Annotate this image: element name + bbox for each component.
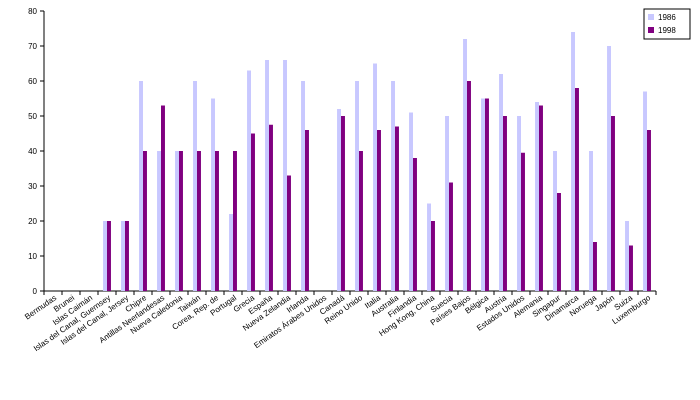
bar-1986-9 [211,98,215,291]
bar-1986-30 [589,151,593,291]
bar-1998-17 [359,151,363,291]
y-tick-label: 80 [28,7,37,16]
bars [103,32,651,291]
y-tick-label: 20 [28,217,37,226]
bar-1986-12 [265,60,269,291]
bar-1986-13 [283,60,287,291]
bar-1986-33 [643,91,647,291]
bar-1998-28 [557,193,561,291]
bar-1986-22 [445,116,449,291]
bar-1998-30 [593,242,597,291]
bar-1998-14 [305,130,309,291]
bar-1998-10 [233,151,237,291]
x-tick-label: Japón [593,293,616,313]
bar-1998-5 [143,151,147,291]
legend-swatch-1998 [648,27,654,33]
bar-1986-21 [427,203,431,291]
bar-1986-14 [301,81,305,291]
bar-1986-6 [157,151,161,291]
bar-1986-5 [139,81,143,291]
bar-1986-11 [247,70,251,291]
bar-1998-31 [611,116,615,291]
bar-1986-4 [121,221,125,291]
bar-1986-18 [373,63,377,291]
bar-1998-3 [107,221,111,291]
bar-1986-26 [517,116,521,291]
bar-1998-27 [539,105,543,291]
bar-1998-16 [341,116,345,291]
bar-1986-3 [103,221,107,291]
legend-label-1998: 1998 [658,26,676,35]
bar-1998-18 [377,130,381,291]
bar-1986-32 [625,221,629,291]
bar-1998-29 [575,88,579,291]
bar-1998-12 [269,124,273,291]
bar-1986-19 [391,81,395,291]
bar-1986-20 [409,112,413,291]
y-tick-label: 10 [28,252,37,261]
bar-1998-4 [125,221,129,291]
bar-1998-7 [179,151,183,291]
bar-1998-19 [395,126,399,291]
bar-1986-23 [463,39,467,291]
bar-1998-22 [449,182,453,291]
legend-swatch-1986 [648,14,654,20]
bar-1998-33 [647,130,651,291]
bar-1986-10 [229,214,233,291]
bar-1998-8 [197,151,201,291]
y-tick-label: 60 [28,77,37,86]
bar-1998-11 [251,133,255,291]
y-tick-label: 70 [28,42,37,51]
bar-1998-21 [431,221,435,291]
legend: 1986 1998 [643,8,691,40]
bar-1998-32 [629,245,633,291]
bar-1986-7 [175,151,179,291]
bar-1986-8 [193,81,197,291]
y-tick-label: 0 [33,287,38,296]
bar-1998-13 [287,175,291,291]
y-tick-label: 40 [28,147,37,156]
bar-1986-17 [355,81,359,291]
bar-1998-6 [161,105,165,291]
bar-1998-9 [215,151,219,291]
bar-1986-24 [481,98,485,291]
bar-1998-23 [467,81,471,291]
bar-1986-25 [499,74,503,291]
bar-1986-16 [337,109,341,291]
bar-1998-24 [485,98,489,291]
bar-1998-26 [521,152,525,291]
y-tick-label: 30 [28,182,37,191]
bar-1998-25 [503,116,507,291]
y-tick-label: 50 [28,112,37,121]
bar-1986-31 [607,46,611,291]
bar-1986-29 [571,32,575,291]
bar-1986-28 [553,151,557,291]
legend-label-1986: 1986 [658,13,676,22]
bar-1998-20 [413,158,417,291]
bar-1986-27 [535,102,539,291]
